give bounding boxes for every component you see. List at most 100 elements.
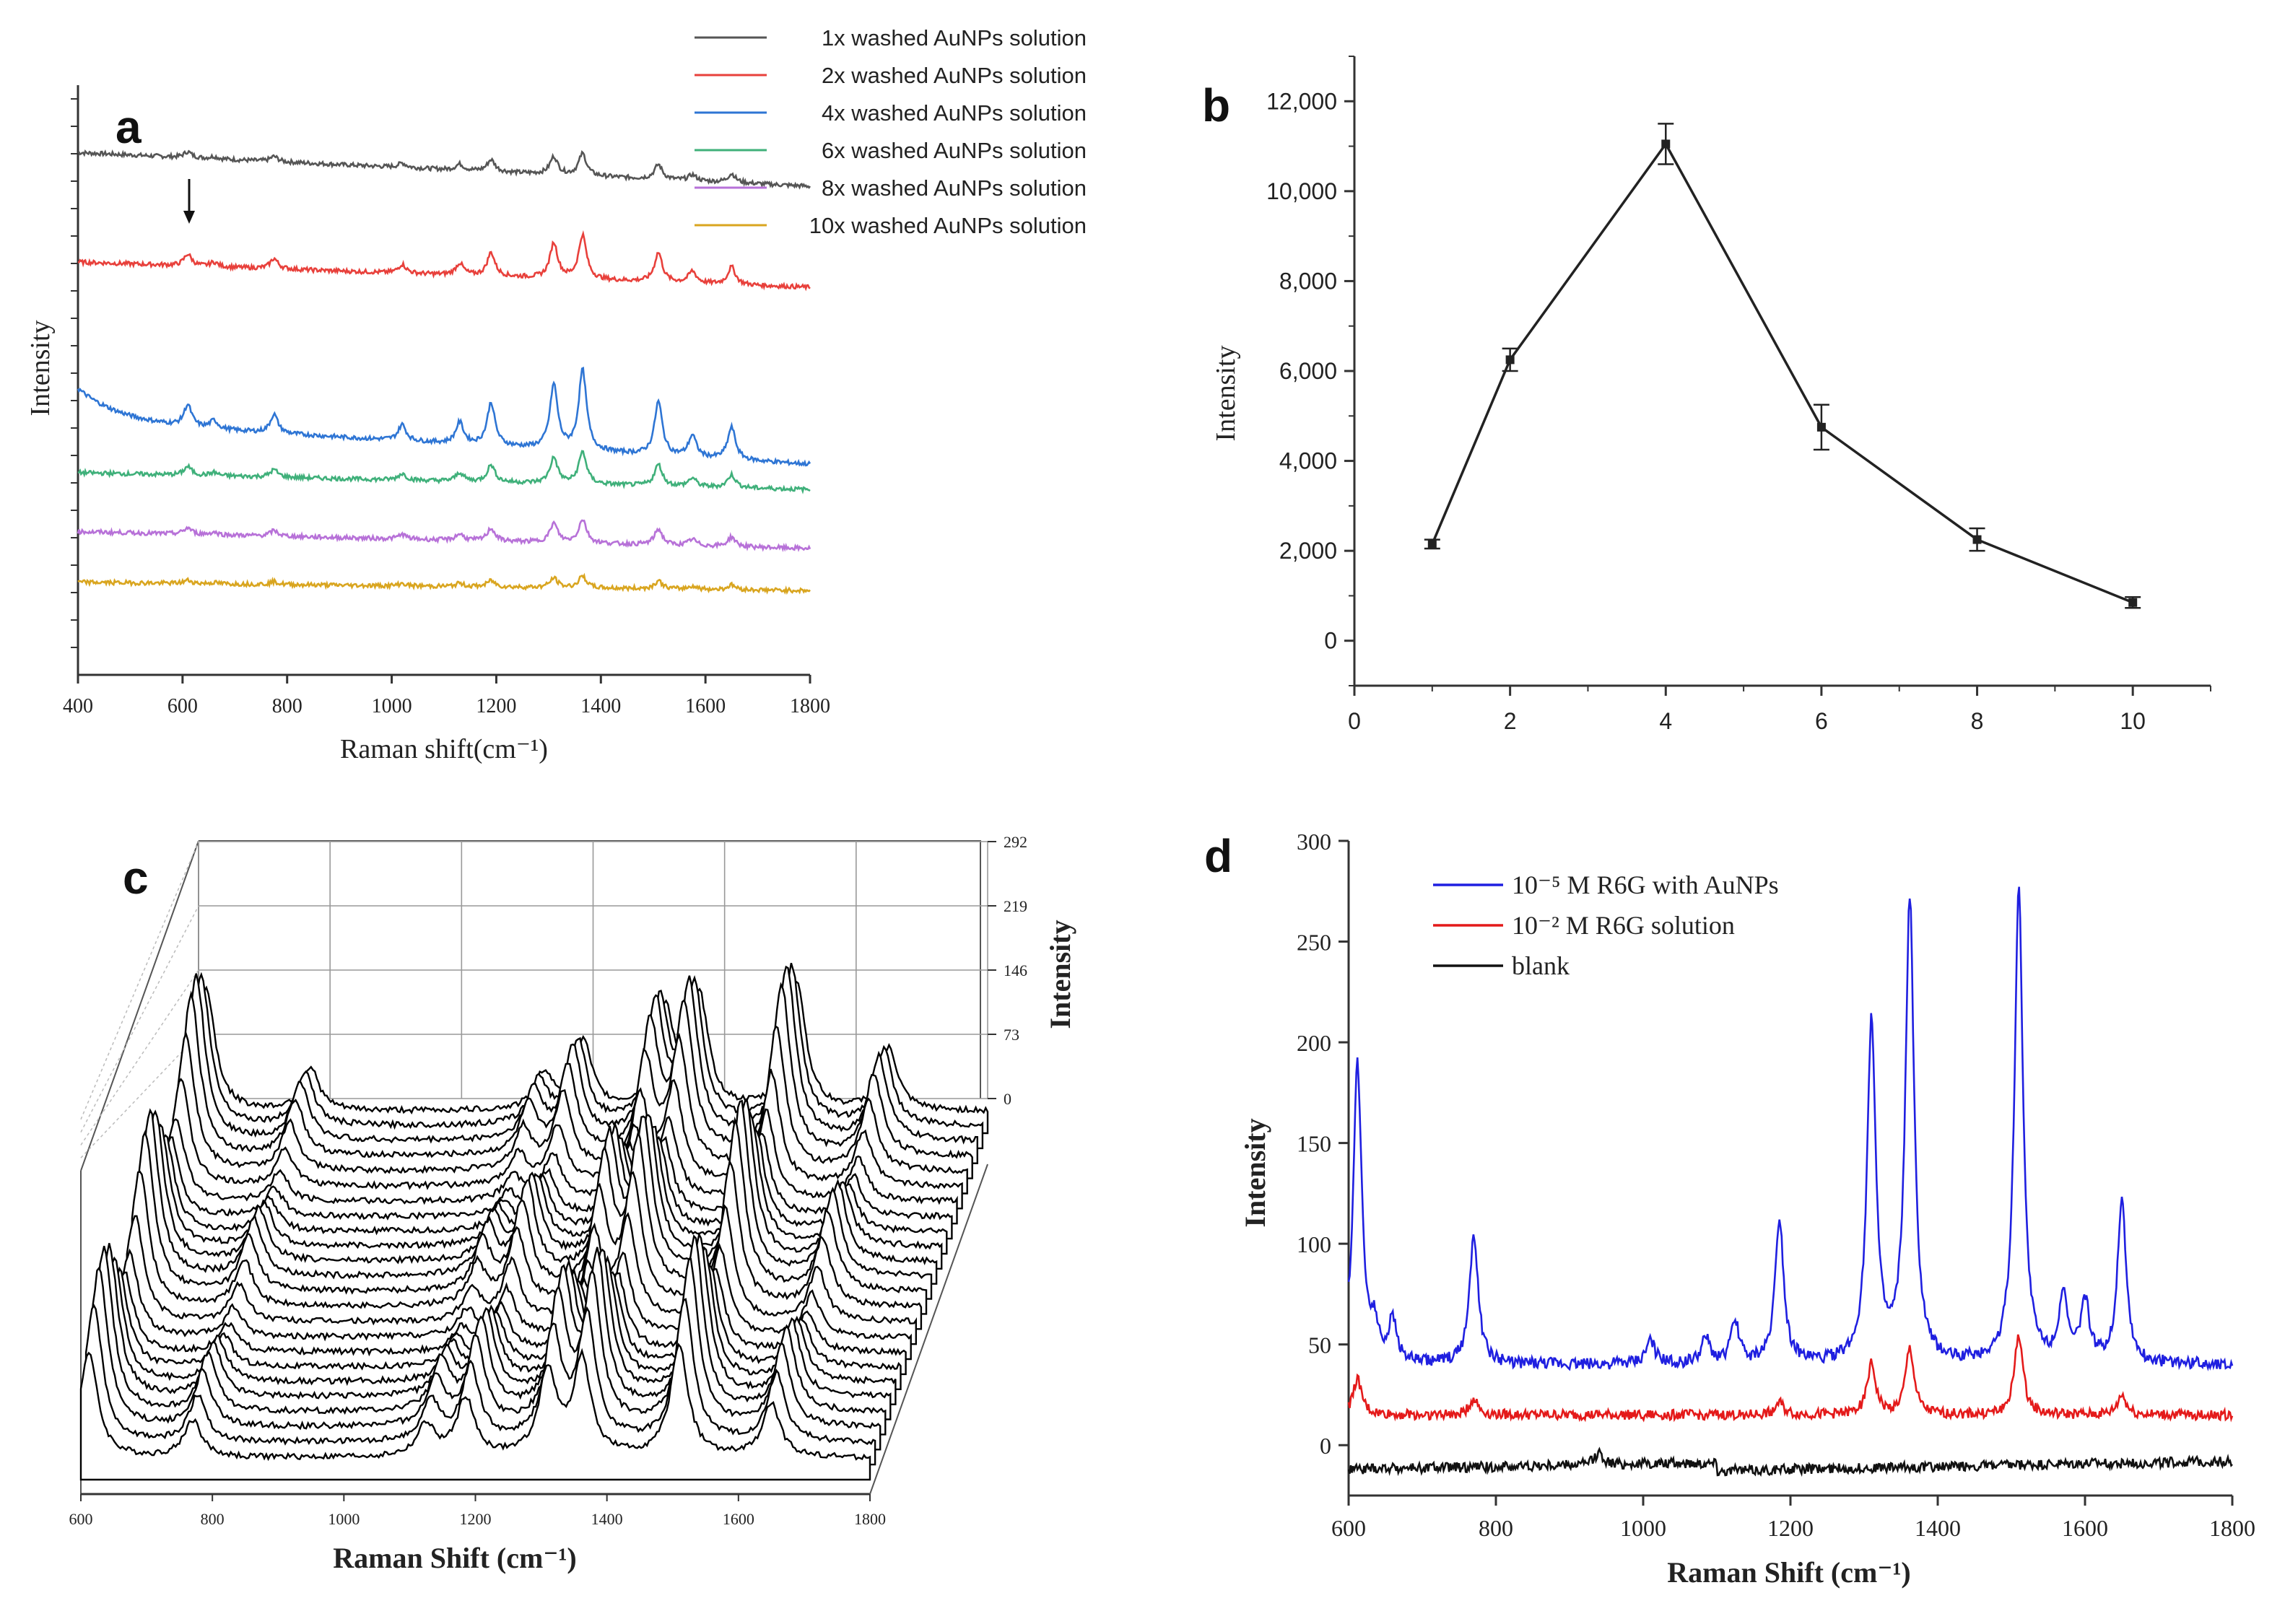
y-tick-label: 0 bbox=[1324, 628, 1337, 654]
panel-b-y-ticks: 0 2,000 4,000 6,000 8,000 10,000 12,000 bbox=[1266, 56, 1354, 686]
data-point bbox=[1505, 355, 1515, 364]
panel-a-label: a bbox=[116, 101, 142, 153]
x-tick-label: 800 bbox=[272, 695, 303, 717]
legend-label: 4x washed AuNPs solution bbox=[822, 100, 1087, 126]
x-tick-label: 1200 bbox=[1767, 1515, 1814, 1541]
y-tick-label: 50 bbox=[1308, 1332, 1331, 1358]
x-tick-label: 1200 bbox=[460, 1510, 492, 1528]
legend-label: 8x washed AuNPs solution bbox=[822, 175, 1087, 201]
y-tick-label: 12,000 bbox=[1266, 88, 1337, 114]
x-tick-label: 1000 bbox=[328, 1510, 360, 1528]
y-tick-label: 0 bbox=[1320, 1433, 1331, 1459]
data-point bbox=[1816, 422, 1826, 432]
z-tick-label: 73 bbox=[1004, 1026, 1019, 1044]
x-tick-label: 600 bbox=[69, 1510, 93, 1528]
x-tick-label: 1800 bbox=[2209, 1515, 2255, 1541]
y-tick-label: 2,000 bbox=[1279, 538, 1337, 564]
z-tick-label: 292 bbox=[1004, 833, 1027, 851]
spectrum-line bbox=[1347, 1334, 2234, 1423]
x-tick-label: 1600 bbox=[723, 1510, 754, 1528]
x-tick-label: 2 bbox=[1504, 708, 1517, 734]
x-tick-label: 10 bbox=[2120, 708, 2146, 734]
x-tick-label: 1800 bbox=[790, 695, 830, 717]
y-tick-label: 200 bbox=[1297, 1030, 1331, 1056]
legend-label: 10x washed AuNPs solution bbox=[809, 213, 1087, 238]
z-tick-label: 219 bbox=[1004, 897, 1027, 915]
x-tick-label: 400 bbox=[63, 695, 93, 717]
panel-a-arrow-annotation bbox=[183, 179, 195, 224]
data-point bbox=[1661, 139, 1671, 149]
spectrum-line bbox=[1347, 886, 2234, 1371]
panel-a-ylabel: Intensity bbox=[25, 320, 56, 416]
arrow-head bbox=[183, 211, 195, 224]
x-tick-label: 1800 bbox=[854, 1510, 886, 1528]
side-grid bbox=[80, 841, 199, 1120]
data-line bbox=[1431, 141, 2133, 604]
x-tick-label: 800 bbox=[1479, 1515, 1513, 1541]
legend-label: 1x washed AuNPs solution bbox=[822, 25, 1087, 51]
x-tick-label: 1200 bbox=[476, 695, 516, 717]
panel-a-x-ticks: 400 600 800 1000 1200 1400 1600 1800 bbox=[63, 675, 830, 717]
panel-a-y-ticks bbox=[71, 98, 78, 648]
panel-c-zlabel: Intensity bbox=[1044, 920, 1076, 1029]
x-tick-label: 600 bbox=[1331, 1515, 1366, 1541]
spectrum-2x bbox=[77, 230, 811, 292]
panel-d: 0 50 100 150 200 250 300 600 800 1000 1200 1400 160… bbox=[1204, 829, 2255, 1589]
panel-c-xlabel: Raman Shift (cm⁻¹) bbox=[333, 1542, 577, 1574]
panel-c-back-frame bbox=[199, 840, 981, 1099]
data-point bbox=[1972, 535, 1982, 544]
panel-d-xlabel: Raman Shift (cm⁻¹) bbox=[1667, 1556, 1911, 1589]
y-tick-label: 250 bbox=[1297, 930, 1331, 956]
panel-b-x-ticks: 0 2 4 6 8 10 bbox=[1348, 686, 2211, 734]
x-tick-label: 1000 bbox=[1620, 1515, 1666, 1541]
x-tick-label: 800 bbox=[201, 1510, 225, 1528]
x-tick-label: 1600 bbox=[2062, 1515, 2108, 1541]
x-tick-label: 8 bbox=[1971, 708, 1984, 734]
panel-c-z-ticks: 0 73 146 219 292 bbox=[988, 833, 1027, 1108]
legend-label: blank bbox=[1512, 951, 1570, 980]
panel-a: 400 600 800 1000 1200 1400 1600 1800 a Intensit… bbox=[25, 25, 1087, 764]
panel-d-label: d bbox=[1204, 830, 1232, 882]
panel-b-ylabel: Intensity bbox=[1211, 346, 1241, 442]
z-tick-label: 0 bbox=[1004, 1090, 1011, 1108]
panel-d-legend: 10⁻⁵ M R6G with AuNPs 10⁻² M R6G solution… bbox=[1433, 870, 1779, 980]
x-tick-label: 1000 bbox=[372, 695, 412, 717]
x-tick-label: 0 bbox=[1348, 708, 1361, 734]
spectrum-4x bbox=[77, 366, 811, 467]
y-tick-label: 4,000 bbox=[1279, 448, 1337, 474]
x-tick-label: 1600 bbox=[685, 695, 726, 717]
y-tick-label: 8,000 bbox=[1279, 268, 1337, 294]
z-tick-label: 146 bbox=[1004, 961, 1027, 979]
x-tick-label: 1400 bbox=[591, 1510, 623, 1528]
panel-d-y-ticks: 0 50 100 150 200 250 300 bbox=[1297, 829, 1349, 1459]
x-tick-label: 6 bbox=[1815, 708, 1828, 734]
panel-d-x-ticks: 600 800 1000 1200 1400 1600 1800 bbox=[1331, 1496, 2255, 1541]
panel-b-label: b bbox=[1202, 79, 1230, 131]
x-tick-label: 1400 bbox=[580, 695, 621, 717]
side-grid bbox=[80, 969, 199, 1145]
panel-d-series bbox=[1347, 886, 2234, 1477]
y-tick-label: 300 bbox=[1297, 829, 1331, 855]
panel-d-ylabel: Intensity bbox=[1239, 1118, 1271, 1227]
spectrum-6x bbox=[77, 450, 811, 494]
panel-c-label: c bbox=[123, 852, 149, 904]
data-point bbox=[2128, 598, 2138, 607]
panel-b: 0 2,000 4,000 6,000 8,000 10,000 12,000 0 2 4 6 8 1… bbox=[1202, 56, 2211, 734]
spectrum-line bbox=[1347, 1446, 2233, 1477]
panel-a-series bbox=[77, 149, 811, 595]
legend-label: 6x washed AuNPs solution bbox=[822, 138, 1087, 163]
legend-label: 10⁻⁵ M R6G with AuNPs bbox=[1512, 870, 1779, 899]
x-tick-label: 1400 bbox=[1915, 1515, 1961, 1541]
panel-c-spectra bbox=[79, 962, 989, 1481]
spectrum-1x bbox=[77, 149, 811, 190]
side-grid bbox=[80, 905, 199, 1132]
legend-label: 2x washed AuNPs solution bbox=[822, 63, 1087, 88]
y-tick-label: 150 bbox=[1297, 1131, 1331, 1157]
data-point bbox=[1427, 539, 1437, 549]
spectrum-8x bbox=[77, 519, 811, 552]
panel-c-right-depth-edge bbox=[869, 1164, 988, 1495]
panel-c-x-ticks: 600 800 1000 1200 1400 1600 1800 bbox=[69, 1494, 886, 1528]
panel-a-xlabel: Raman shift(cm⁻¹) bbox=[340, 734, 548, 764]
